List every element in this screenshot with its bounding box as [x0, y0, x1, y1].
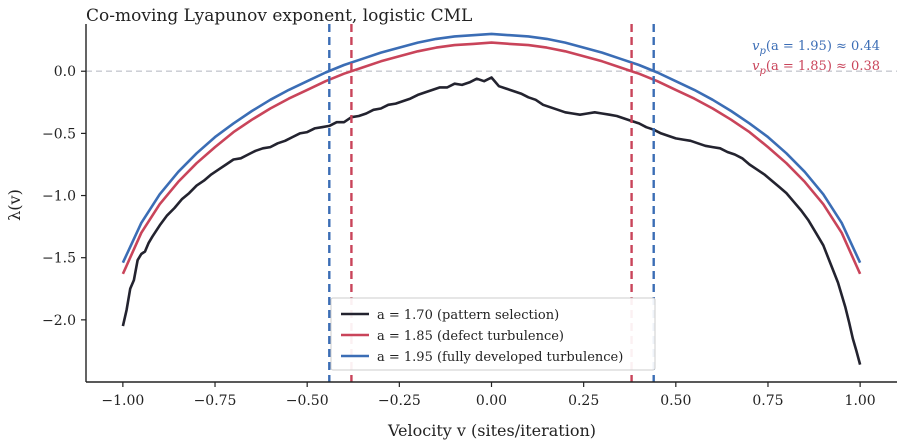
- x-tick-label: 0.50: [660, 393, 691, 409]
- y-tick-label: −1.0: [42, 189, 76, 205]
- x-tick-label: 0.00: [476, 393, 507, 409]
- x-tick-label: −1.00: [101, 393, 144, 409]
- legend-box: [330, 297, 656, 371]
- x-axis-label: Velocity v (sites/iteration): [387, 421, 596, 440]
- vp-annotation-0: vp(a = 1.95) ≈ 0.44: [752, 39, 880, 57]
- plot-area: −1.00 −0.75 −0.50 −0.25 0.00 0.25 0.50 0.75 1.00…: [42, 24, 897, 409]
- x-tick-label: 0.25: [568, 393, 599, 409]
- x-tick-label: 1.00: [845, 393, 876, 409]
- legend-label-0: a = 1.70 (pattern selection): [377, 308, 559, 323]
- y-tick-label: −0.5: [42, 126, 76, 142]
- series-line-0: [121, 76, 862, 365]
- y-tick-label: −2.0: [42, 313, 76, 329]
- y-axis-label: λ(v): [5, 189, 24, 221]
- x-tick-label: 0.75: [752, 393, 783, 409]
- x-tick-label: −0.75: [194, 393, 237, 409]
- series-line-1: [121, 41, 862, 275]
- legend-label-1: a = 1.85 (defect turbulence): [377, 329, 564, 344]
- y-tick-label: 0.0: [54, 64, 76, 80]
- x-tick-label: −0.50: [286, 393, 329, 409]
- y-tick-label: −1.5: [42, 251, 76, 267]
- series-line-2: [121, 32, 862, 264]
- legend-label-2: a = 1.95 (fully developed turbulence): [377, 350, 623, 365]
- x-tick-label: −0.25: [378, 393, 421, 409]
- vp-annotation-1: vp(a = 1.85) ≈ 0.38: [752, 59, 880, 77]
- chart-title: Co-moving Lyapunov exponent, logistic CM…: [86, 6, 472, 26]
